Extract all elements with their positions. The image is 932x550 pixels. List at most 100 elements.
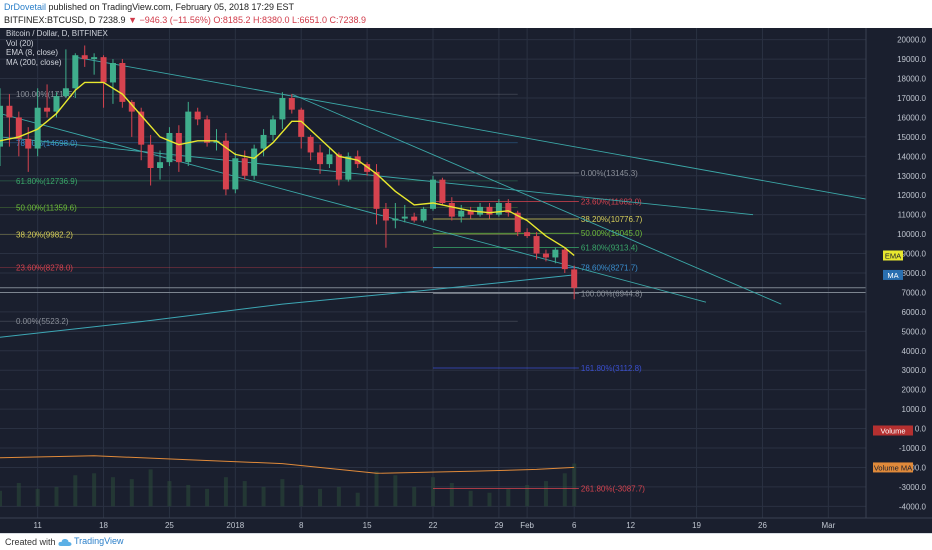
candle-body (251, 148, 258, 176)
candle-body (326, 154, 333, 165)
volume-bar (54, 486, 59, 507)
volume-bar (572, 463, 577, 507)
candle-body (392, 218, 399, 221)
axis-badge (883, 269, 903, 280)
price-change: −946.3 (−11.56%) (139, 15, 211, 25)
candle-body (109, 63, 116, 83)
candle-body (213, 140, 220, 143)
price-tick-label: -4000.0 (899, 502, 927, 511)
candle-body (514, 212, 521, 233)
volume-bar (16, 483, 21, 507)
axis-badge (883, 250, 903, 261)
fib-level-label: 50.00%(10045.0) (581, 229, 643, 238)
candle-body (495, 203, 502, 215)
candle-body (185, 111, 192, 163)
last-price: 7238.9 (98, 15, 126, 25)
candle-body (44, 107, 51, 112)
axis-badge (873, 462, 913, 473)
axis-badge-label: Volume (880, 427, 905, 436)
trendline (291, 93, 782, 305)
fib-level-label: 38.20%(10776.7) (581, 215, 643, 224)
volume-bar (280, 479, 285, 507)
candle-body (345, 156, 352, 180)
candle-body (430, 179, 436, 209)
price-tick-label: 7000.0 (902, 288, 927, 297)
volume-bar (449, 483, 454, 507)
volume-bar (92, 473, 97, 507)
price-tick-label: 10000.0 (897, 230, 926, 239)
candle-body (147, 144, 154, 168)
candle-body (194, 111, 201, 120)
candle-body (458, 210, 465, 217)
symbol-label: BITFINEX:BTCUSD, D (4, 15, 96, 25)
candle-body (62, 88, 69, 97)
candle-body (25, 138, 32, 149)
price-tick-label: 12000.0 (897, 191, 926, 200)
candle-body (128, 101, 135, 112)
legend-ma: MA (200, close) (6, 57, 62, 67)
volume-bar (186, 484, 191, 507)
candle-body (157, 162, 164, 168)
candle-body (260, 134, 267, 149)
author-link[interactable]: DrDovetail (4, 2, 47, 12)
price-tick-label: 0.0 (915, 425, 927, 434)
symbol-info: BITFINEX:BTCUSD, D 7238.9 ▼ −946.3 (−11.… (4, 15, 366, 25)
volume-bar (299, 484, 304, 507)
time-tick-label: 19 (692, 521, 701, 530)
price-tick-label: 14000.0 (897, 152, 926, 161)
fib-level-label: 61.80%(9313.4) (581, 243, 638, 252)
candle-body (72, 55, 79, 89)
tradingview-cloud-icon (58, 538, 72, 546)
volume-bar (506, 488, 511, 507)
created-with-label: Created with (5, 537, 56, 547)
volume-bar (205, 488, 210, 507)
axis-badge-label: Volume MA (874, 463, 912, 472)
legend-title: Bitcoin / Dollar, D, BITFINEX (6, 29, 108, 38)
candle-body (533, 236, 540, 254)
price-tick-label: 4000.0 (902, 347, 927, 356)
legend-ema: EMA (8, close) (6, 48, 59, 57)
price-tick-label: 9000.0 (902, 250, 927, 259)
candle-body (279, 98, 286, 120)
volume-bar (431, 477, 435, 507)
candle-body (477, 206, 484, 215)
volume-bar (562, 473, 567, 507)
candle-body (100, 57, 107, 83)
time-tick-label: 12 (626, 521, 635, 530)
price-tick-label: 20000.0 (897, 36, 926, 45)
candle-body (81, 55, 88, 60)
time-tick-label: Mar (821, 521, 835, 530)
price-tick-label: -1000.0 (899, 444, 927, 453)
volume-bar (110, 477, 115, 507)
volume-bar (73, 475, 78, 507)
time-tick-label: 25 (165, 521, 174, 530)
candle-body (364, 164, 371, 172)
candle-body (298, 109, 305, 137)
fib-level-label: 261.80%(-3087.7) (581, 485, 645, 494)
volume-bar (336, 486, 341, 507)
candle-body (317, 152, 324, 165)
volume-bar (318, 488, 323, 507)
candle-body (241, 158, 248, 176)
candle-body (6, 105, 13, 118)
change-arrow-icon: ▼ (128, 15, 137, 25)
time-tick-label: 11 (33, 521, 42, 530)
axis-badge-label: EMA (885, 252, 901, 261)
candle-body (34, 107, 41, 149)
fib-level-label: 23.60%(8278.0) (16, 264, 73, 273)
volume-bar (167, 481, 172, 507)
volume-bar (525, 484, 530, 507)
candle-body (401, 216, 408, 219)
candle-body (204, 119, 211, 143)
candle-body (15, 117, 22, 139)
candle-body (373, 171, 380, 209)
fib-level-label: 23.60%(11682.0) (581, 197, 642, 206)
volume-bar (468, 490, 473, 507)
price-chart[interactable]: 100.00%(17195. 78.60%(14698.0) 61.80%(1273… (0, 28, 932, 533)
candle-body (175, 133, 182, 163)
volume-bar (412, 486, 417, 507)
tradingview-brand[interactable]: TradingView (74, 536, 124, 546)
price-tick-label: 3000.0 (902, 366, 927, 375)
trendline (0, 113, 707, 303)
chart-area[interactable]: 100.00%(17195. 78.60%(14698.0) 61.80%(1273… (0, 28, 932, 533)
